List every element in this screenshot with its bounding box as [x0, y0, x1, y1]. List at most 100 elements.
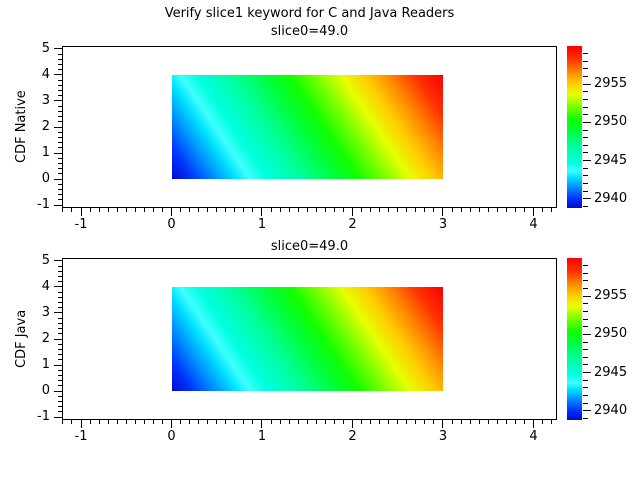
y-minor-tick	[58, 354, 62, 356]
y-minor-tick	[58, 69, 62, 71]
y-minor-tick	[58, 157, 62, 159]
x-minor-tick	[198, 420, 200, 424]
colorbar-minor-tick	[583, 303, 588, 305]
colorbar-tick-label: 2940	[594, 190, 628, 206]
y-major-tick	[54, 100, 62, 102]
x-minor-tick	[379, 208, 381, 212]
y-tick-label: 1	[41, 145, 50, 160]
x-minor-tick	[297, 208, 299, 212]
colorbar-minor-tick	[583, 395, 588, 397]
colorbar-minor-tick	[583, 183, 588, 185]
x-minor-tick	[252, 420, 254, 424]
x-minor-tick	[297, 420, 299, 424]
panel-cdf-native: CDF Native -1 0 1 2 3 4 5 4 3 2 1 0 -1 2955 2950 2945 29…	[14, 41, 640, 256]
x-minor-tick	[306, 420, 308, 424]
y-major-tick	[54, 126, 62, 128]
x-minor-tick	[288, 420, 290, 424]
x-major-tick	[442, 420, 444, 428]
x-major-tick	[351, 420, 353, 428]
y-minor-tick	[58, 194, 62, 196]
x-minor-tick	[478, 208, 480, 212]
y-minor-tick	[58, 162, 62, 164]
x-minor-tick	[415, 208, 417, 212]
x-minor-tick	[542, 420, 544, 424]
y-major-tick	[54, 48, 62, 50]
colorbar-minor-tick	[583, 167, 588, 169]
y-minor-tick	[58, 147, 62, 149]
x-minor-tick	[143, 208, 145, 212]
x-minor-tick	[324, 420, 326, 424]
y-minor-tick	[58, 406, 62, 408]
y-major-tick	[54, 74, 62, 76]
y-major-tick	[54, 286, 62, 288]
x-minor-tick	[433, 208, 435, 212]
colorbar-minor-tick	[583, 98, 588, 100]
y-tick-label: 4	[41, 66, 50, 82]
colorbar-minor-tick	[583, 76, 588, 78]
figure-subtitle: slice0=49.0	[270, 24, 349, 39]
colorbar-minor-tick	[583, 288, 588, 290]
colorbar-major-tick	[583, 295, 591, 297]
x-minor-tick	[388, 208, 390, 212]
y-tick-label: 5	[41, 253, 50, 268]
y-minor-tick	[58, 359, 62, 361]
colorbar-minor-tick	[583, 417, 588, 419]
x-minor-tick	[71, 420, 73, 424]
x-tick-label: 4	[529, 217, 538, 232]
y-tick-label: -1	[37, 409, 50, 424]
y-minor-tick	[58, 168, 62, 170]
colorbar-minor-tick	[583, 356, 588, 358]
x-minor-tick	[216, 208, 218, 212]
x-minor-tick	[505, 208, 507, 212]
y-minor-tick	[58, 374, 62, 376]
x-tick-label: 3	[438, 429, 448, 444]
y-minor-tick	[58, 380, 62, 382]
colorbar-tick-label: 2945	[594, 152, 628, 168]
colorbar-tick-label: 2940	[594, 402, 628, 418]
x-major-tick	[261, 208, 263, 216]
colorbar	[567, 258, 582, 420]
x-minor-tick	[460, 420, 462, 424]
x-minor-tick	[161, 420, 163, 424]
colorbar-minor-tick	[583, 129, 588, 131]
colorbar-minor-tick	[583, 379, 588, 381]
colorbar-tick-label: 2945	[594, 364, 628, 380]
x-minor-tick	[279, 208, 281, 212]
panel-title: slice0=49.0	[270, 239, 349, 254]
x-major-tick	[80, 208, 82, 216]
x-minor-tick	[397, 420, 399, 424]
x-tick-label: 1	[257, 429, 267, 444]
y-minor-tick	[58, 121, 62, 123]
x-minor-tick	[180, 208, 182, 212]
x-minor-tick	[505, 420, 507, 424]
y-minor-tick	[58, 302, 62, 304]
x-minor-tick	[243, 208, 245, 212]
colorbar-major-tick	[583, 121, 591, 123]
y-minor-tick	[58, 90, 62, 92]
y-minor-tick	[58, 291, 62, 293]
x-minor-tick	[469, 420, 471, 424]
x-minor-tick	[161, 208, 163, 212]
x-major-tick	[80, 420, 82, 428]
x-minor-tick	[415, 420, 417, 424]
y-minor-tick	[58, 142, 62, 144]
x-minor-tick	[189, 208, 191, 212]
x-minor-tick	[279, 420, 281, 424]
x-minor-tick	[333, 208, 335, 212]
colorbar-minor-tick	[583, 53, 588, 55]
y-minor-tick	[58, 333, 62, 335]
x-minor-tick	[361, 420, 363, 424]
y-minor-tick	[58, 385, 62, 387]
colorbar-minor-tick	[583, 349, 588, 351]
y-minor-tick	[58, 343, 62, 345]
x-minor-tick	[134, 208, 136, 212]
x-minor-tick	[62, 420, 64, 424]
y-major-tick	[54, 152, 62, 154]
x-tick-label: 2	[348, 217, 357, 232]
y-minor-tick	[58, 64, 62, 66]
colorbar-minor-tick	[583, 402, 588, 404]
colorbar-minor-tick	[583, 310, 588, 312]
x-minor-tick	[143, 420, 145, 424]
y-minor-tick	[58, 105, 62, 107]
y-minor-tick	[58, 84, 62, 86]
